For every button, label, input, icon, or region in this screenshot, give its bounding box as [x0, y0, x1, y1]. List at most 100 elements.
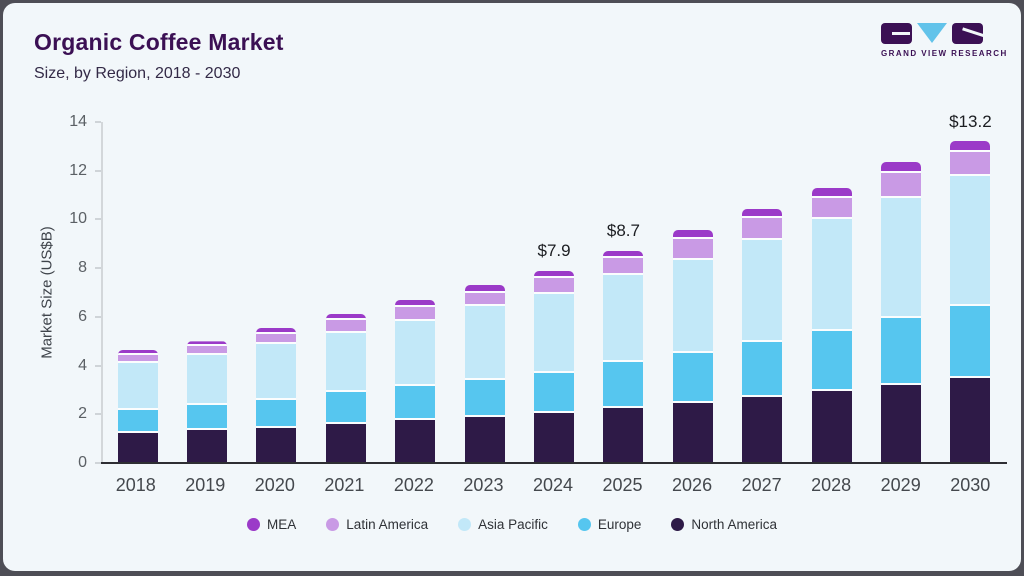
bar-segment-europe: [811, 331, 852, 392]
bar-segment-europe: [603, 361, 644, 409]
bar-segment-north-america: [256, 427, 297, 463]
legend-item-europe: Europe: [577, 517, 642, 532]
stacked-bar-2020: [256, 327, 297, 463]
bar-segment-north-america: [672, 403, 713, 463]
stacked-bar-2028: [811, 187, 852, 463]
bar-segment-europe: [395, 386, 436, 421]
bar-segment-north-america: [534, 413, 575, 463]
x-tick-label-2030: 2030: [950, 475, 991, 495]
x-tick-label-2024: 2024: [532, 475, 573, 495]
bar-segment-mea: [325, 314, 366, 321]
legend-dot-icon: [326, 518, 340, 531]
x-tick-label-2021: 2021: [324, 475, 365, 495]
x-tick-label-2028: 2028: [811, 475, 852, 495]
bar-segment-latin-america: [256, 334, 297, 344]
legend-dot-icon: [458, 518, 472, 531]
bar-segment-north-america: [325, 424, 366, 463]
bar-segment-europe: [672, 353, 713, 404]
x-tick-label-2018: 2018: [115, 475, 156, 495]
bar-slot-2019: [172, 122, 241, 463]
bar-segment-latin-america: [880, 173, 921, 198]
x-tick-label-2022: 2022: [393, 475, 434, 495]
bar-segment-latin-america: [187, 346, 228, 355]
bar-segment-europe: [464, 380, 505, 417]
bar-slot-2023: [450, 122, 519, 463]
legend-label: Europe: [597, 517, 642, 532]
x-tick-label-2023: 2023: [463, 475, 504, 495]
logo-r-block-icon: [952, 22, 983, 44]
bar-slot-2025: $8.7: [589, 122, 658, 463]
bar-segment-asia-pacific: [672, 259, 713, 354]
bar-segment-asia-pacific: [256, 343, 297, 400]
bar-slot-2029: [866, 122, 935, 463]
bar-slot-2018: [103, 122, 172, 463]
x-tick-label-2025: 2025: [602, 475, 643, 495]
x-tick-label-2029: 2029: [880, 475, 921, 495]
bar-segment-mea: [672, 230, 713, 239]
y-tick-label: 0: [78, 454, 87, 471]
bar-segment-north-america: [742, 397, 783, 463]
x-tick-label-2019: 2019: [185, 475, 226, 495]
y-tick-label: 14: [69, 113, 87, 130]
x-axis-line: [101, 462, 1007, 464]
bar-segment-europe: [187, 404, 228, 431]
legend: MEA Latin America Asia Pacific Europe North …: [3, 517, 1021, 532]
bar-segment-mea: [464, 285, 505, 293]
bar-segment-mea: [880, 162, 921, 174]
bar-slot-2027: [728, 122, 797, 463]
legend-dot-icon: [577, 518, 591, 531]
stacked-bar-2018: [117, 349, 158, 463]
bar-segment-north-america: [187, 430, 228, 463]
legend-dot-icon: [247, 518, 261, 531]
bar-segment-latin-america: [395, 307, 436, 321]
chart-card: Organic Coffee Market Size, by Region, 2…: [3, 3, 1021, 571]
bar-segment-europe: [534, 372, 575, 414]
page-subtitle: Size, by Region, 2018 - 2030: [34, 65, 241, 82]
y-tick-mark: [95, 413, 101, 416]
bar-slot-2030: $13.2: [936, 112, 1005, 463]
legend-item-north-america: North America: [671, 517, 777, 532]
bar-segment-europe: [742, 342, 783, 398]
legend-label: Asia Pacific: [478, 517, 548, 532]
y-tick-label: 8: [78, 259, 87, 277]
stacked-bar-2019: [187, 341, 228, 463]
stacked-bar-2024: [534, 270, 575, 463]
bar-segment-asia-pacific: [742, 240, 783, 343]
y-tick-mark: [95, 364, 101, 367]
bar-segment-asia-pacific: [187, 354, 228, 405]
bar-segment-mea: [117, 349, 158, 355]
bar-segment-europe: [256, 399, 297, 428]
y-tick-mark: [95, 267, 101, 270]
bar-segment-asia-pacific: [880, 197, 921, 319]
bar-segment-mea: [742, 208, 783, 219]
bar-segment-europe: [117, 409, 158, 433]
bar-segment-latin-america: [811, 197, 852, 220]
bar-segment-mea: [395, 299, 436, 308]
logo-v-triangle-icon: [917, 23, 947, 43]
bar-segment-latin-america: [742, 218, 783, 241]
bar-segment-mea: [534, 270, 575, 278]
bar-segment-mea: [950, 141, 991, 153]
bar-segment-europe: [880, 318, 921, 386]
bar-slot-2026: [658, 122, 727, 463]
y-tick-mark: [95, 121, 101, 123]
bar-segment-asia-pacific: [117, 363, 158, 410]
bar-segment-north-america: [811, 391, 852, 463]
bar-segment-europe: [950, 305, 991, 378]
bar-segment-asia-pacific: [603, 275, 644, 362]
page-title: Organic Coffee Market: [34, 29, 284, 55]
bar-segment-north-america: [880, 385, 921, 463]
bar-segment-latin-america: [672, 238, 713, 260]
y-tick-mark: [95, 315, 101, 318]
bar-segment-mea: [187, 341, 228, 347]
stacked-bar-2030: [950, 141, 991, 463]
gvr-logo-mark: [881, 22, 983, 44]
bar-segment-asia-pacific: [950, 175, 991, 306]
logo-text: GRAND VIEW RESEARCH: [881, 49, 1008, 58]
stacked-bar-2029: [880, 162, 921, 463]
bars-container: $7.9 $8.7 $13.2: [103, 112, 1005, 463]
bar-slot-2028: [797, 122, 866, 463]
legend-label: North America: [691, 517, 777, 532]
stacked-bar-2026: [672, 230, 713, 463]
y-tick-label: 2: [78, 405, 87, 423]
